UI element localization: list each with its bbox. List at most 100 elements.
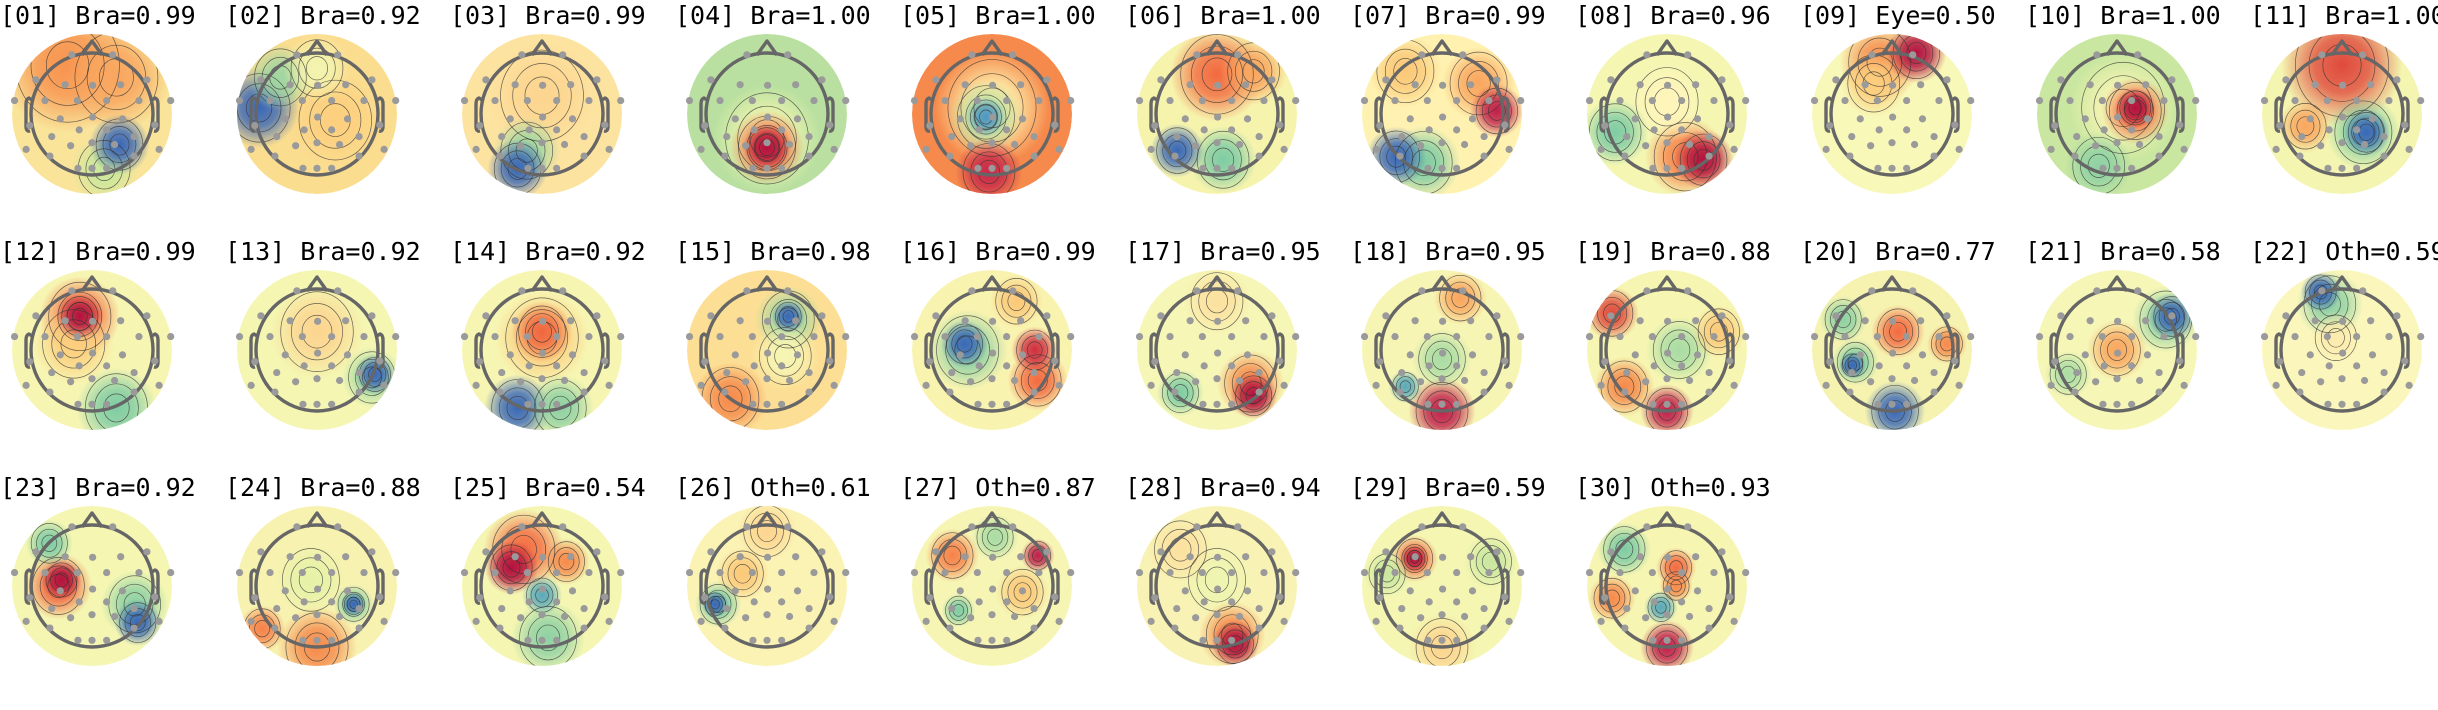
electrode-dot [1875,362,1883,370]
electrode-dot [1010,376,1019,385]
electrode-dot [1396,388,1404,396]
electrode-dot [1678,598,1686,606]
electrode-dot [1663,611,1671,619]
electrode-dot [539,585,547,593]
electrode-dot [482,312,490,320]
electrode-dot [1868,287,1876,295]
electrode-dot [2353,332,2361,341]
electrode-dot [2380,132,2388,141]
electrode-dot [1621,624,1629,632]
electrode-dot [1631,587,1639,595]
electrode-dot [1214,317,1222,325]
component-label: [15] Bra=0.98 [675,237,871,266]
electrode-dot [355,388,363,396]
electrode-dot [313,139,321,147]
electrode-dot [1841,332,1849,341]
electrode-dot [2073,132,2081,141]
electrode-dot [1636,553,1644,561]
component-panel-02: [02] Bra=0.92 [225,2,450,238]
electrode-dot [1268,312,1276,320]
electrode-dot [67,614,75,622]
electrode-dot [553,400,561,408]
electrode-dot [778,96,786,105]
electrode-dot [1157,312,1165,320]
electrode-dot [355,604,363,613]
electrode-dot [1147,617,1155,625]
electrode-dot [2272,145,2280,153]
electrode-dot [1710,568,1718,577]
electrode-dot [716,568,724,577]
electrode-dot [1459,51,1467,59]
electrode-dot [805,152,813,160]
electrode-dot [1376,121,1384,130]
electrode-dot [110,612,119,621]
head-outline [249,39,385,177]
electrode-dot [805,368,813,377]
electrode-dot [1276,593,1284,601]
electrode-dot [778,598,786,606]
electrode-dot [343,587,352,595]
electrodes [1360,523,1525,644]
electrode-dot [988,611,996,619]
left-ear-icon [1149,332,1158,369]
electrode-dot [1951,357,1959,365]
topomap-12 [10,270,175,430]
electrode-dot [75,362,83,370]
electrode-dot [89,349,97,357]
electrode-dot [601,357,609,365]
left-ear-icon [1599,568,1608,605]
electrode-dot [523,332,531,341]
head-outline [1374,275,1510,413]
electrode-dot [342,317,350,325]
electrode-dot [1276,357,1284,365]
electrode-dot [251,357,259,366]
electrode-dot [235,568,244,577]
electrode-dot [1438,400,1446,408]
electrode-dot [1643,523,1651,531]
electrode-dot [1228,598,1236,606]
electrode-dot [1517,568,1525,577]
electrode-dot [380,145,388,153]
component-panel-13: [13] Bra=0.92 [225,238,450,474]
electrode-dot [1742,332,1750,341]
electrode-dot [314,317,322,325]
topomap-09 [1810,34,1975,194]
electrode-dot [716,332,724,341]
electrode-dot [167,332,175,341]
head-outline [1149,511,1285,649]
electrode-dot [1055,617,1063,625]
electrode-dot [830,145,838,153]
electrode-dot [130,152,138,160]
head-outline [474,275,610,413]
electrode-dot [2113,400,2121,408]
electrode-dot [1742,568,1750,577]
electrode-dot [593,312,601,320]
electrode-dot [2306,115,2314,123]
electrode-dot [749,636,757,644]
component-label: [03] Bra=0.99 [450,1,646,30]
electrode-dot [313,611,321,619]
electrode-dot [67,142,75,150]
electrode-dot [22,381,30,389]
electrode-dot [553,126,561,134]
nose-icon [1205,275,1229,292]
electrode-dot [1425,598,1433,606]
electrode-dot [1424,636,1432,644]
electrode-dot [721,152,729,160]
electrode-dot [792,553,800,561]
electrode-dot [810,568,818,577]
electrode-dot [1382,548,1390,556]
electrode-dot [2142,81,2150,89]
electrode-dot [2192,96,2200,105]
electrode-dot [1663,375,1671,383]
right-ear-icon [1051,568,1060,605]
electrode-dot [593,76,601,84]
head-outline [249,511,385,649]
electrode-dot [764,81,772,89]
electrode-dot [1228,636,1236,644]
component-panel-17: [17] Bra=0.95 [1125,238,1350,474]
electrode-dot [74,164,82,172]
electrode-dot [1438,139,1446,147]
electrode-dot [56,351,64,359]
head-outline [1599,275,1735,413]
